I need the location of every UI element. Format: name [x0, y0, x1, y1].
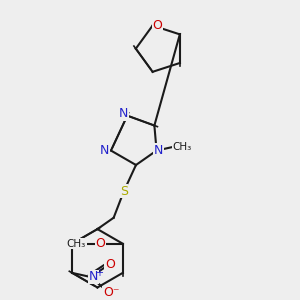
Text: N: N	[88, 270, 98, 284]
Text: N: N	[100, 144, 110, 157]
Text: N: N	[154, 144, 163, 157]
Text: O: O	[105, 258, 115, 271]
Text: O: O	[152, 19, 162, 32]
Text: O: O	[95, 237, 105, 250]
Text: N: N	[118, 107, 128, 120]
Text: O⁻: O⁻	[103, 286, 119, 299]
Text: CH₃: CH₃	[67, 239, 86, 249]
Text: S: S	[120, 185, 128, 198]
Text: CH₃: CH₃	[172, 142, 192, 152]
Text: +: +	[95, 268, 103, 278]
